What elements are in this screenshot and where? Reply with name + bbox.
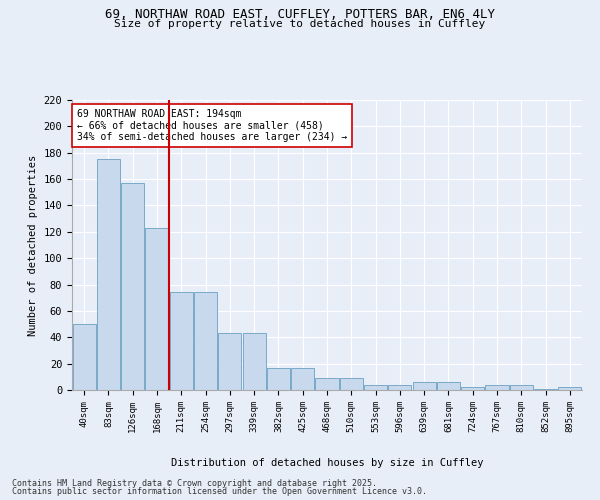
Bar [559, 388, 581, 390]
Bar [388, 384, 412, 390]
Bar [510, 384, 533, 390]
Bar [534, 388, 557, 390]
Bar [145, 228, 169, 390]
Bar [170, 292, 193, 390]
Bar [340, 378, 363, 390]
Bar [242, 334, 266, 390]
Bar [364, 384, 387, 390]
Bar [461, 388, 484, 390]
Text: Size of property relative to detached houses in Cuffley: Size of property relative to detached ho… [115, 19, 485, 29]
Text: 69 NORTHAW ROAD EAST: 194sqm
← 66% of detached houses are smaller (458)
34% of s: 69 NORTHAW ROAD EAST: 194sqm ← 66% of de… [77, 108, 347, 142]
Y-axis label: Number of detached properties: Number of detached properties [28, 154, 38, 336]
Bar [485, 384, 509, 390]
Bar [316, 378, 338, 390]
Bar [97, 160, 120, 390]
Text: Distribution of detached houses by size in Cuffley: Distribution of detached houses by size … [171, 458, 483, 468]
Text: Contains public sector information licensed under the Open Government Licence v3: Contains public sector information licen… [12, 487, 427, 496]
Text: Contains HM Land Registry data © Crown copyright and database right 2025.: Contains HM Land Registry data © Crown c… [12, 478, 377, 488]
Bar [437, 382, 460, 390]
Bar [218, 334, 241, 390]
Bar [194, 292, 217, 390]
Text: 69, NORTHAW ROAD EAST, CUFFLEY, POTTERS BAR, EN6 4LY: 69, NORTHAW ROAD EAST, CUFFLEY, POTTERS … [105, 8, 495, 20]
Bar [413, 382, 436, 390]
Bar [73, 324, 95, 390]
Bar [121, 183, 144, 390]
Bar [267, 368, 290, 390]
Bar [291, 368, 314, 390]
